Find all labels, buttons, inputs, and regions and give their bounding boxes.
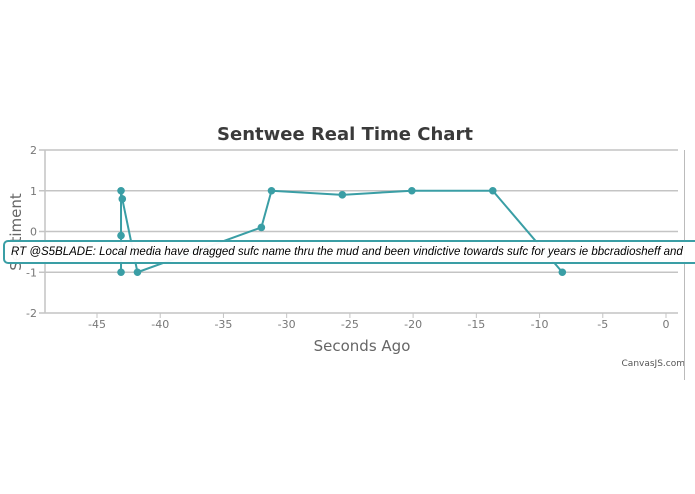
x-tick-label: -40 [151,318,169,331]
data-point [118,195,127,203]
x-tick-label: -35 [214,318,232,331]
chart-title: Sentwee Real Time Chart [217,124,473,145]
data-point [133,268,142,277]
data-point [257,223,266,232]
data-point [267,186,276,195]
canvasjs-credit[interactable]: CanvasJS.com [622,359,685,369]
data-point [408,186,416,195]
x-axis-title: Seconds Ago [314,337,411,355]
x-tick-label: -10 [531,318,549,331]
y-tick-label: 1 [30,185,37,198]
data-point [558,268,567,277]
x-tick-label: -30 [278,318,296,331]
y-tick-label: -1 [26,266,37,279]
data-point [488,186,497,195]
right-border [684,150,685,380]
data-point [117,186,125,195]
tooltip: RT @S5BLADE: Local media have dragged su… [3,240,695,264]
y-tick-label: -2 [26,307,37,320]
y-tick-label: 0 [30,226,37,239]
data-point [338,191,347,199]
x-tick-label: -45 [88,318,106,331]
data-point [117,268,125,277]
x-tick-label: -15 [467,318,485,331]
y-tick-label: 2 [30,144,37,157]
data-point [117,231,125,240]
x-tick-label: -5 [597,318,608,331]
x-tick-label: 0 [663,318,670,331]
x-tick-label: -25 [341,318,359,331]
x-tick-label: -20 [404,318,422,331]
